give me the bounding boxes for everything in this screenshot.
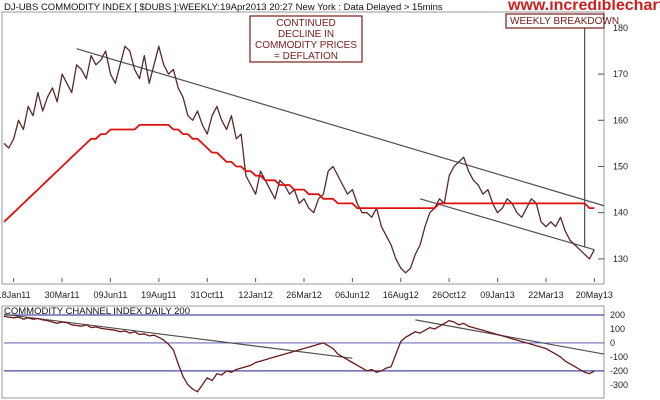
cci-ytick-label: 100 — [610, 324, 625, 334]
annotation-deflation-line-1: CONTINUED — [276, 18, 335, 29]
x-tick-label: 16Aug12 — [383, 290, 419, 300]
annotation-weekly-breakdown-box — [505, 13, 605, 29]
price-ytick-label: 140 — [613, 208, 628, 218]
cci-gridlines — [4, 314, 604, 372]
cci-panel: COMMODITY CHANNEL INDEX DAILY 200 -300 -2… — [1, 305, 628, 399]
x-axis-ticks: 18Jan11 30Mar11 09Jun11 19Aug11 31Oct11 12Jan… — [0, 278, 613, 300]
price-line — [3, 45, 595, 274]
annotation-deflation-line-3: COMMODITY PRICES — [255, 40, 357, 51]
x-tick-label: 09Jan13 — [480, 290, 515, 300]
price-resistance-trendline — [76, 48, 605, 207]
watermark: www.incrediblecharts.com — [507, 0, 660, 14]
cci-title: COMMODITY CHANNEL INDEX DAILY 200 — [4, 306, 190, 317]
price-y-ticks: 130 140 150 160 170 180 — [613, 23, 628, 264]
cci-short-trendline — [415, 319, 605, 355]
price-trendlines — [76, 28, 605, 251]
cci-ytick-label: -100 — [610, 352, 628, 362]
x-tick-label: 18Jan11 — [0, 290, 31, 300]
annotation-weekly-breakdown-text: WEEKLY BREAKDOWN — [510, 16, 619, 27]
price-ytick-label: 150 — [613, 161, 628, 171]
x-tick-label: 20May13 — [576, 290, 613, 300]
cci-ytick-label: -300 — [610, 380, 628, 390]
annotation-deflation-box — [249, 15, 363, 63]
cci-series — [3, 315, 595, 393]
moving-average-line — [3, 124, 595, 223]
x-tick-label: 09Jun11 — [94, 290, 128, 300]
annotation-weekly-breakdown: WEEKLY BREAKDOWN — [505, 13, 619, 29]
price-ytick-label: 170 — [613, 69, 628, 79]
price-ytick-label: 180 — [613, 23, 628, 33]
x-tick-label: 30Mar11 — [45, 290, 80, 300]
cci-ytick-label: -200 — [610, 366, 628, 376]
chart-title: DJ-UBS COMMODITY INDEX [ $DUBS ]:WEEKLY:… — [4, 2, 443, 13]
price-series — [3, 45, 595, 274]
annotation-deflation-line-4: = DEFLATION — [274, 51, 338, 62]
x-tick-label: 06Jun12 — [335, 290, 370, 300]
x-tick-label: 31Oct11 — [191, 290, 224, 300]
cci-ytick-label: 200 — [610, 310, 625, 320]
cci-ytick-label: 0 — [610, 338, 615, 348]
x-tick-label: 19Aug11 — [141, 290, 176, 300]
cci-y-ticks: -300 -200 -100 0 100 200 — [610, 310, 628, 390]
x-tick-label: 26Mar12 — [286, 290, 322, 300]
cci-line — [3, 315, 595, 393]
annotation-deflation: CONTINUED DECLINE IN COMMODITY PRICES = … — [249, 15, 363, 63]
price-panel: DJ-UBS COMMODITY INDEX [ $DUBS ]:WEEKLY:… — [1, 0, 660, 285]
price-ytick-label: 130 — [613, 254, 628, 264]
x-tick-label: 26Oct12 — [432, 290, 466, 300]
price-ytick-label: 160 — [613, 115, 628, 125]
price-channel-support-line — [419, 198, 595, 251]
x-tick-label: 22Mar13 — [528, 290, 564, 300]
annotation-deflation-line-2: DECLINE IN — [278, 29, 334, 40]
x-tick-label: 12Jan12 — [238, 290, 273, 300]
